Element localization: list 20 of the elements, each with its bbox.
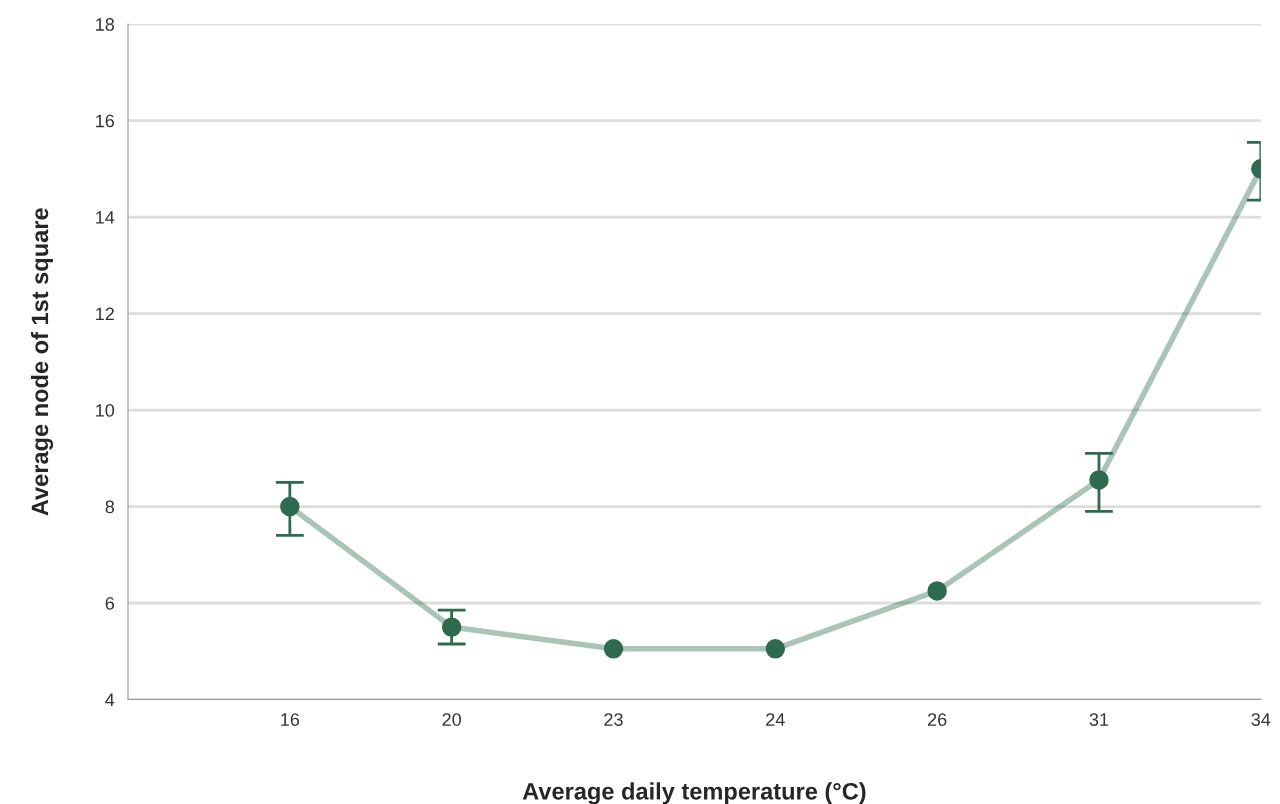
y-tick-label: 14 xyxy=(96,211,115,224)
y-tick-label: 12 xyxy=(96,307,114,321)
y-axis-title: Average node of 1st square xyxy=(30,208,54,516)
x-axis-title: Average daily temperature (°C) xyxy=(522,782,866,804)
y-tick-label: 16 xyxy=(96,114,115,128)
y-tick-label: 10 xyxy=(96,403,115,417)
x-tick-label: 24 xyxy=(766,713,785,726)
x-tick-label: 26 xyxy=(928,713,947,726)
y-tick-label: 4 xyxy=(105,693,115,707)
y-tick-label: 18 xyxy=(96,18,115,31)
x-tick-label: 16 xyxy=(281,713,300,726)
x-tick-label: 23 xyxy=(604,713,623,726)
x-tick-label: 34 xyxy=(1251,713,1271,726)
point xyxy=(603,639,624,659)
y-tick-label: 8 xyxy=(105,500,115,514)
x-tick-label: 31 xyxy=(1089,713,1109,726)
y-tick-label: 6 xyxy=(105,596,115,610)
point xyxy=(765,639,786,659)
point xyxy=(927,581,947,601)
x-tick-label: 20 xyxy=(442,713,461,726)
